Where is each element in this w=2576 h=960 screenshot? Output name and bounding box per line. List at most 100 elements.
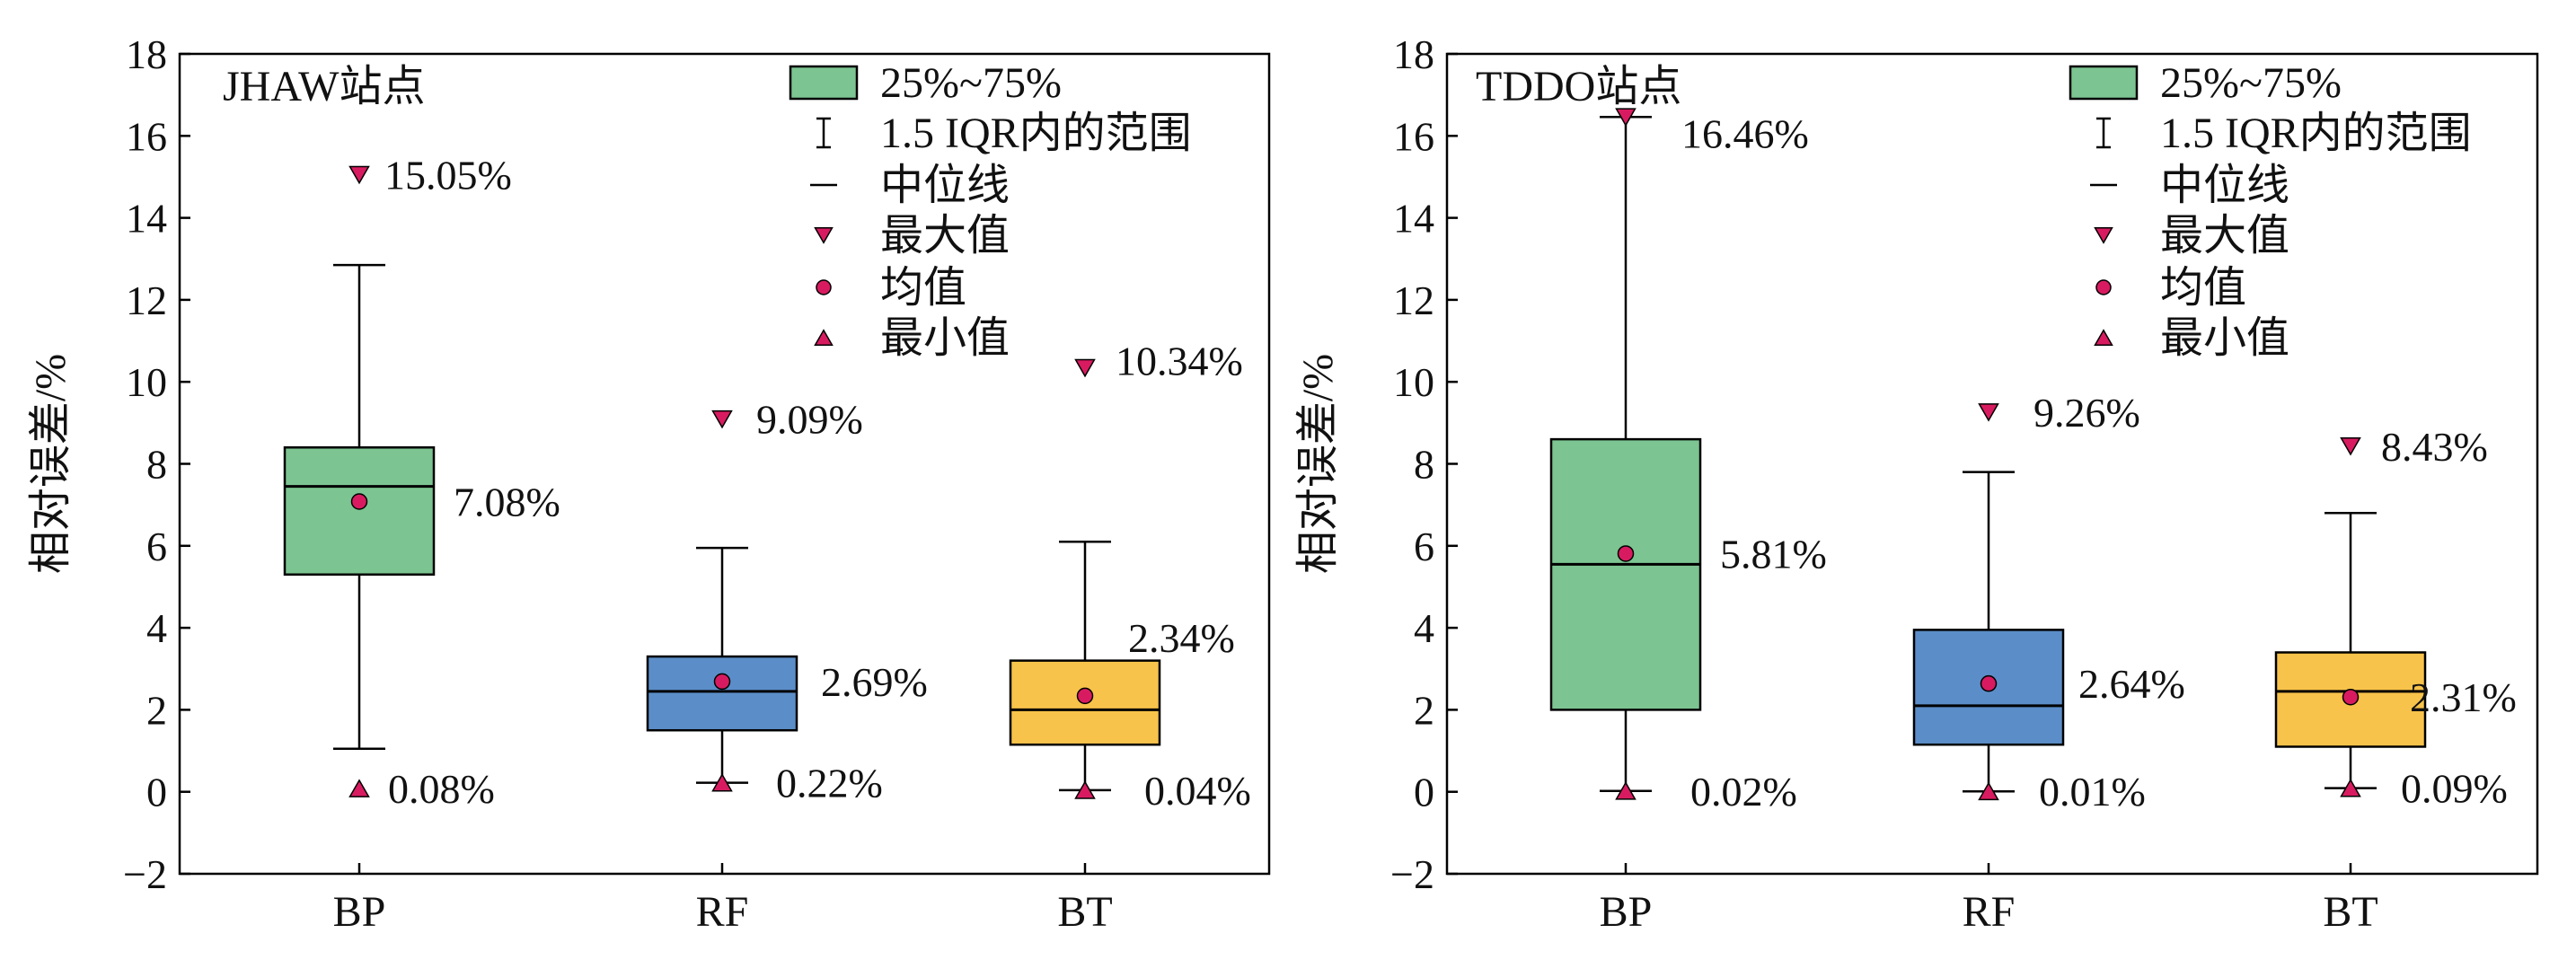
y-tick-label: 2 — [1414, 687, 1434, 733]
legend-iqr-swatch — [789, 65, 859, 101]
legend-label-median: 中位线 — [880, 162, 1010, 209]
legend-mean-marker — [2095, 279, 2112, 295]
legend-iqr-swatch — [2069, 65, 2139, 101]
y-tick-label: 10 — [1393, 359, 1434, 405]
min-value-label: 0.22% — [776, 761, 883, 806]
min-value-label: 0.01% — [2039, 769, 2146, 815]
min-value-label: 0.09% — [2401, 766, 2508, 812]
legend-label-mean: 均值 — [2160, 264, 2246, 312]
y-tick-label: 0 — [1414, 770, 1434, 815]
legend-label-max: 最大值 — [880, 212, 1010, 260]
legend-label-iqr: 25%~75% — [2160, 59, 2342, 107]
iqr-box — [646, 655, 798, 732]
mean-marker — [1617, 545, 1635, 562]
legend-max-marker — [2094, 226, 2113, 244]
y-tick-label: 12 — [1393, 277, 1434, 323]
iqr-box — [1549, 437, 1702, 711]
min-marker — [2340, 778, 2361, 797]
min-marker — [711, 773, 733, 792]
mean-marker — [1980, 674, 1998, 692]
legend-label-min: 最小值 — [880, 314, 1010, 362]
y-tick-label: 16 — [1393, 113, 1434, 159]
min-marker — [1074, 780, 1096, 799]
min-value-label: 0.04% — [1144, 768, 1251, 814]
y-tick-label: 8 — [1414, 442, 1434, 488]
y-tick-label: −2 — [123, 851, 167, 897]
mean-value-label: 2.34% — [1128, 615, 1235, 661]
x-tick-label: RF — [1963, 888, 2016, 936]
x-tick-label: BP — [1600, 888, 1653, 936]
y-tick-label: 18 — [126, 31, 167, 77]
x-tick-label: BT — [1057, 888, 1112, 936]
legend-max-marker — [814, 226, 834, 244]
legend-label-max: 最大值 — [2160, 212, 2289, 260]
y-tick-label: 18 — [1393, 31, 1434, 77]
mean-value-label: 2.64% — [2078, 661, 2185, 707]
max-value-label: 8.43% — [2381, 424, 2488, 470]
y-tick-label: 4 — [1414, 605, 1434, 651]
max-value-label: 15.05% — [384, 153, 512, 198]
box-bp: 16.46% 5.81% 0.02% — [1549, 108, 1827, 815]
y-tick-label: 0 — [146, 770, 167, 815]
max-marker — [1978, 403, 1999, 422]
min-marker — [1978, 781, 1999, 801]
x-tick-label: BT — [2323, 888, 2378, 936]
legend-min-marker — [814, 329, 834, 347]
y-tick-label: 2 — [146, 687, 167, 733]
min-marker — [1615, 781, 1636, 800]
box-bt: 10.34% 2.34% 0.04% — [1009, 339, 1251, 814]
y-tick-label: 8 — [146, 442, 167, 488]
box-bp: 15.05% 7.08% 0.08% — [283, 153, 560, 812]
y-tick-label: 16 — [126, 113, 167, 159]
panel-title: TDDO站点 — [1476, 63, 1681, 110]
y-tick-label: 6 — [1414, 524, 1434, 569]
max-marker — [1615, 108, 1636, 127]
box-bt: 8.43% 2.31% 0.09% — [2274, 424, 2517, 812]
max-marker — [711, 410, 733, 429]
min-value-label: 0.02% — [1690, 769, 1797, 815]
legend-label-mean: 均值 — [880, 264, 966, 312]
x-tick-label: RF — [696, 888, 749, 936]
mean-value-label: 5.81% — [1720, 531, 1827, 577]
legend-label-iqr: 25%~75% — [880, 59, 1062, 107]
legend-label-min: 最小值 — [2160, 314, 2289, 362]
max-value-label: 9.09% — [756, 397, 863, 443]
chart-panel-1: −2 0 2 4 6 8 10 12 14 16 18 BP RF BT 相对误差/% TDDO站点16.46… — [1294, 31, 2539, 936]
y-axis-label: 相对误差/% — [1294, 354, 1342, 574]
x-tick-label: BP — [333, 888, 386, 936]
y-axis-label: 相对误差/% — [27, 354, 75, 574]
mean-value-label: 2.31% — [2410, 674, 2517, 720]
legend-label-range: 1.5 IQR内的范围 — [2160, 110, 2472, 157]
legend-label-median: 中位线 — [2160, 162, 2289, 209]
legend-label-range: 1.5 IQR内的范围 — [880, 110, 1192, 157]
y-tick-label: 4 — [146, 605, 167, 651]
y-tick-label: −2 — [1390, 851, 1434, 897]
max-value-label: 10.34% — [1116, 339, 1243, 384]
y-tick-label: 10 — [126, 359, 167, 405]
mean-marker — [713, 673, 731, 691]
iqr-box — [283, 445, 436, 577]
y-tick-label: 14 — [126, 196, 167, 242]
y-tick-label: 12 — [126, 277, 167, 323]
min-value-label: 0.08% — [388, 766, 495, 812]
mean-value-label: 7.08% — [454, 479, 560, 524]
legend-mean-marker — [816, 279, 832, 295]
mean-value-label: 2.69% — [821, 659, 928, 705]
max-value-label: 16.46% — [1681, 110, 1809, 156]
box-rf: 9.09% 2.69% 0.22% — [646, 397, 928, 806]
max-marker — [1074, 358, 1096, 378]
box-rf: 9.26% 2.64% 0.01% — [1912, 390, 2185, 815]
legend-min-marker — [2094, 329, 2113, 347]
mean-marker — [2342, 688, 2360, 706]
mean-marker — [1076, 687, 1094, 705]
min-marker — [348, 779, 370, 797]
max-value-label: 9.26% — [2033, 390, 2140, 436]
mean-marker — [350, 493, 368, 510]
y-tick-label: 14 — [1393, 196, 1434, 242]
chart-panel-0: −2 0 2 4 6 8 10 12 14 16 18 BP RF BT 相对误差/% JHAW站点 15.05… — [27, 31, 1271, 936]
y-tick-label: 6 — [146, 524, 167, 569]
panel-title: JHAW站点 — [223, 63, 425, 110]
